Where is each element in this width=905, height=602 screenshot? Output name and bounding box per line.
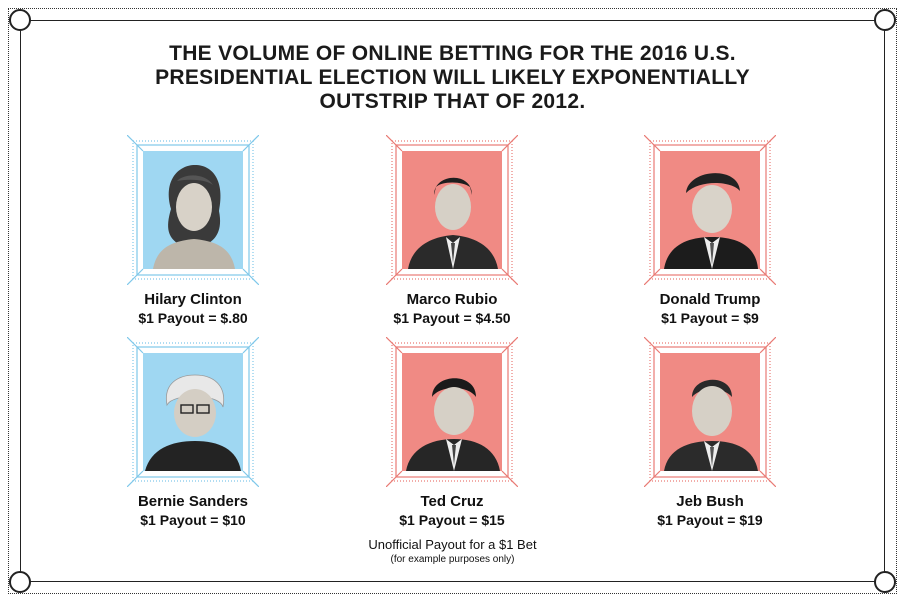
frame-decoration: [386, 337, 518, 487]
person-silhouette-icon: [408, 177, 498, 269]
portrait-frame: [386, 135, 518, 285]
headline-line-2: PRESIDENTIAL ELECTION WILL LIKELY EXPONE…: [155, 66, 750, 89]
person-silhouette-icon: [153, 165, 235, 269]
candidate-payout: $1 Payout = $4.50: [393, 310, 511, 326]
portrait-frame: [644, 135, 776, 285]
portrait-frame: [127, 337, 259, 487]
inner-border: [20, 20, 885, 582]
candidate-name: Hilary Clinton: [144, 291, 242, 308]
candidate-card-clinton: Hilary Clinton $1 Payout = $.80: [78, 135, 308, 326]
outer-dotted-border: [8, 8, 897, 594]
candidate-card-sanders: Bernie Sanders $1 Payout = $10: [78, 337, 308, 528]
candidate-payout: $1 Payout = $15: [399, 512, 505, 528]
frame-decoration: [127, 337, 259, 487]
portrait-frame: [644, 337, 776, 487]
portrait-clinton: [143, 151, 243, 269]
footnote: Unofficial Payout for a $1 Bet (for exam…: [250, 537, 655, 565]
frame-decoration: [644, 337, 776, 487]
headline: THE VOLUME OF ONLINE BETTING FOR THE 201…: [100, 42, 805, 114]
person-silhouette-icon: [145, 374, 241, 471]
corner-ornament: [874, 9, 896, 31]
portrait-trump: [660, 151, 760, 269]
frame-decoration: [644, 135, 776, 285]
portrait-sanders: [143, 353, 243, 471]
person-silhouette-icon: [664, 173, 758, 269]
candidate-payout: $1 Payout = $19: [657, 512, 763, 528]
portrait-cruz: [402, 353, 502, 471]
frame-decoration: [386, 135, 518, 285]
person-silhouette-icon: [664, 379, 758, 471]
candidate-name: Jeb Bush: [676, 493, 744, 510]
portrait-rubio: [402, 151, 502, 269]
candidate-card-trump: Donald Trump $1 Payout = $9: [595, 135, 825, 326]
candidate-payout: $1 Payout = $10: [140, 512, 246, 528]
portrait-bush: [660, 353, 760, 471]
candidate-card-rubio: Marco Rubio $1 Payout = $4.50: [337, 135, 567, 326]
candidate-card-cruz: Ted Cruz $1 Payout = $15: [337, 337, 567, 528]
candidate-name: Bernie Sanders: [137, 493, 249, 510]
frame-decoration: [127, 135, 259, 285]
candidate-card-bush: Jeb Bush $1 Payout = $19: [595, 337, 825, 528]
portrait-frame: [386, 337, 518, 487]
footnote-line-1: Unofficial Payout for a $1 Bet: [368, 537, 537, 552]
corner-ornament: [874, 571, 896, 593]
candidate-payout: $1 Payout = $.80: [138, 310, 248, 326]
footnote-line-2: (for example purposes only): [390, 554, 515, 565]
corner-ornament: [9, 571, 31, 593]
portrait-frame: [127, 135, 259, 285]
candidate-name: Marco Rubio: [406, 291, 498, 308]
headline-line-3: OUTSTRIP THAT OF 2012.: [319, 90, 586, 113]
person-silhouette-icon: [406, 378, 500, 471]
candidate-name: Ted Cruz: [420, 493, 484, 510]
corner-ornament: [9, 9, 31, 31]
candidate-name: Donald Trump: [659, 291, 761, 308]
candidate-payout: $1 Payout = $9: [661, 310, 759, 326]
headline-line-1: THE VOLUME OF ONLINE BETTING FOR THE 201…: [169, 42, 736, 65]
